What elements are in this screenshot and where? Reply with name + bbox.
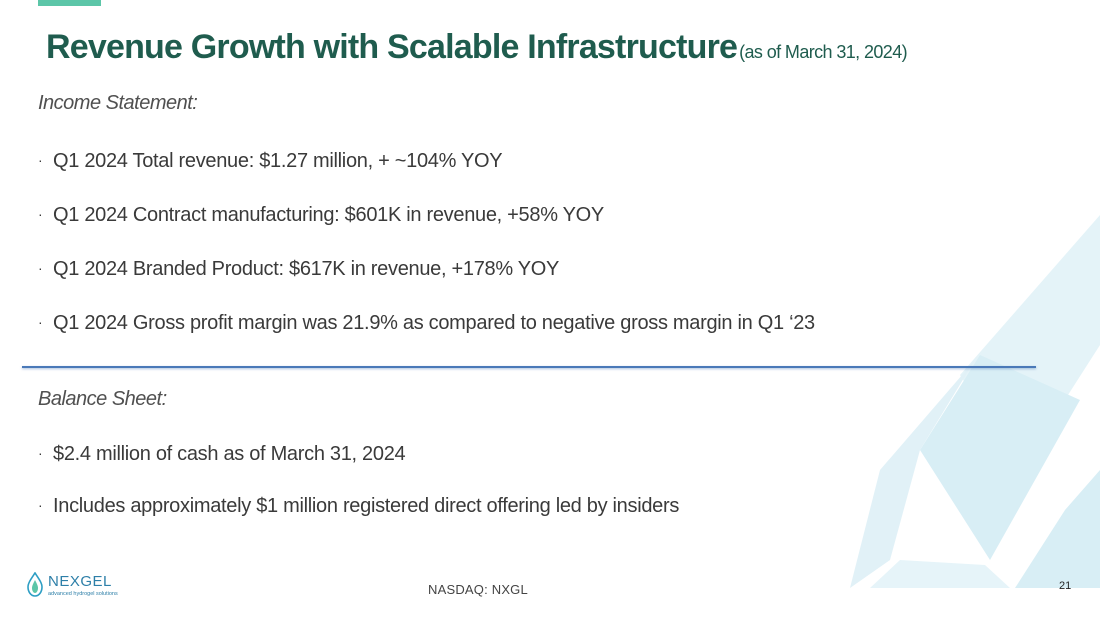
logo-name: NEXGEL [48,573,112,590]
decoration-shape-bottom [1015,470,1100,588]
bullet-text: Q1 2024 Branded Product: $617K in revenu… [53,258,560,280]
slide-subtitle: (as of March 31, 2024) [739,42,907,62]
bullet-text: Q1 2024 Gross profit margin was 21.9% as… [53,312,815,334]
nexgel-logo-icon [27,572,43,597]
section-divider [22,366,1036,368]
income-statement-heading: Income Statement: [38,92,198,114]
income-bullet-1: · Q1 2024 Total revenue: $1.27 million, +… [38,150,503,173]
bullet-dot: · [38,260,43,276]
decoration-shape-left [850,360,975,588]
balance-bullet-2: · Includes approximately $1 million regis… [38,495,679,518]
bullet-dot: · [38,314,43,330]
bullet-dot: · [38,445,43,461]
decoration-shape-bottom-left [870,560,1010,588]
balance-bullet-1: · $2.4 million of cash as of March 31, 20… [38,443,406,466]
bullet-dot: · [38,206,43,222]
decoration-shape-right-mid [920,355,1080,560]
income-bullet-4: · Q1 2024 Gross profit margin was 21.9% a… [38,312,815,335]
bullet-text: Includes approximately $1 million regist… [53,495,680,517]
income-bullet-3: · Q1 2024 Branded Product: $617K in reven… [38,258,559,281]
income-bullet-2: · Q1 2024 Contract manufacturing: $601K i… [38,204,604,227]
footer-ticker: NASDAQ: NXGL [428,582,528,597]
slide-title: Revenue Growth with Scalable Infrastruct… [46,28,738,66]
logo-tagline: advanced hydrogel solutions [48,591,118,597]
bullet-dot: · [38,152,43,168]
title-row: Revenue Growth with Scalable Infrastruct… [46,28,908,67]
bullet-dot: · [38,497,43,513]
page-number: 21 [1059,580,1072,592]
accent-bar [38,0,101,6]
bullet-text: Q1 2024 Contract manufacturing: $601K in… [53,204,604,226]
bullet-text: Q1 2024 Total revenue: $1.27 million, + … [53,150,503,172]
balance-sheet-heading: Balance Sheet: [38,388,167,410]
bullet-text: $2.4 million of cash as of March 31, 202… [53,443,406,465]
